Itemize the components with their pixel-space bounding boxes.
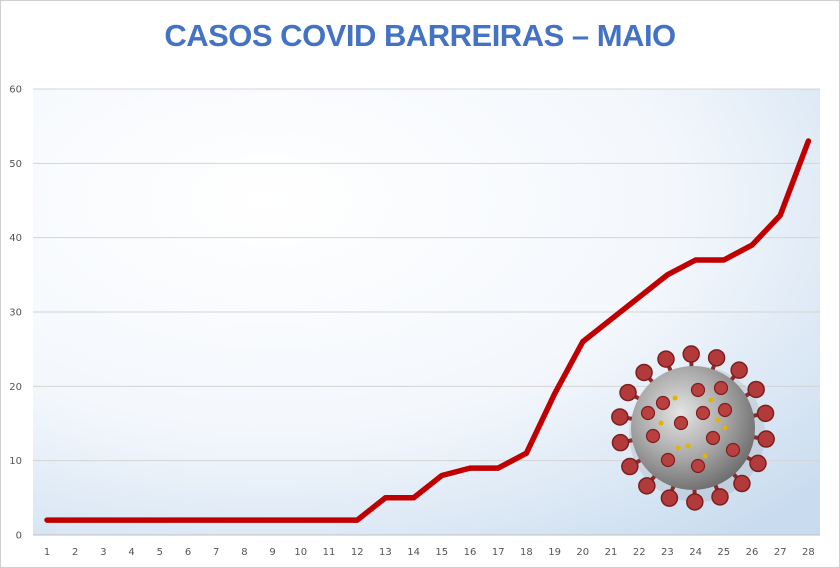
virus-surface-dot	[675, 445, 681, 451]
x-tick-label: 23	[661, 547, 674, 558]
virus-surface-spike	[690, 458, 706, 474]
x-tick-label: 15	[435, 547, 448, 558]
virus-spike-head	[660, 489, 679, 507]
virus-surface-spike	[660, 452, 676, 468]
virus-surface-dot	[702, 453, 708, 459]
virus-spike-head	[621, 457, 639, 476]
virus-spike-head	[707, 349, 726, 367]
y-tick-label: 20	[9, 382, 22, 393]
virus-spike-head	[657, 350, 675, 368]
x-tick-label: 20	[576, 547, 589, 558]
virus-spike-head	[635, 363, 653, 382]
x-tick-label: 3	[100, 547, 106, 558]
virus-surface-dot	[722, 425, 728, 431]
x-tick-label: 10	[294, 547, 307, 558]
virus-spike-head	[733, 474, 751, 493]
x-tick-label: 24	[689, 547, 702, 558]
x-tick-label: 21	[605, 547, 618, 558]
virus-surface-dot	[658, 420, 664, 426]
x-tick-label: 27	[774, 547, 787, 558]
x-tick-label: 17	[492, 547, 505, 558]
y-tick-label: 40	[9, 233, 22, 244]
x-tick-label: 12	[351, 547, 364, 558]
virus-spike-head	[686, 493, 704, 511]
virus-spike-head	[749, 454, 767, 473]
virus-surface-dot	[715, 417, 721, 423]
x-tick-label: 8	[241, 547, 247, 558]
virus-spike-head	[757, 430, 775, 448]
x-tick-label: 14	[407, 547, 420, 558]
virus-surface-spike	[725, 442, 741, 458]
x-tick-label: 28	[802, 547, 815, 558]
x-tick-label: 11	[323, 547, 336, 558]
virus-surface-spike	[713, 380, 729, 396]
virus-spike-head	[611, 433, 630, 452]
x-tick-label: 4	[128, 547, 134, 558]
virus-spike-head	[638, 477, 656, 495]
virus-spike-head	[611, 408, 629, 426]
x-tick-label: 9	[269, 547, 275, 558]
chart-title: CASOS COVID BARREIRAS – MAIO	[164, 18, 676, 53]
virus-surface-spike	[717, 402, 733, 418]
x-tick-label: 13	[379, 547, 392, 558]
x-tick-label: 16	[464, 547, 477, 558]
x-tick-label: 26	[746, 547, 759, 558]
x-tick-label: 7	[213, 547, 219, 558]
y-tick-label: 30	[9, 308, 22, 319]
x-tick-label: 6	[185, 547, 191, 558]
virus-surface-dot	[708, 397, 714, 403]
virus-spike-head	[682, 345, 700, 363]
series-group	[44, 138, 812, 523]
y-tick-label: 60	[9, 85, 22, 96]
virus-surface-spike	[640, 405, 656, 421]
virus-body	[631, 366, 755, 490]
virus-spike-head	[756, 404, 775, 423]
virus-spike-head	[619, 383, 637, 402]
y-tick-label: 0	[16, 531, 22, 542]
virus-surface-spike	[695, 405, 711, 421]
x-tick-label: 18	[520, 547, 533, 558]
virus-surface-spike	[645, 428, 661, 444]
x-tick-label: 19	[548, 547, 561, 558]
virus-spike-head	[711, 488, 729, 506]
x-tick-label: 22	[633, 547, 646, 558]
virus-surface-spike	[705, 430, 721, 446]
virus-surface-dot	[685, 443, 691, 449]
y-axis-ticks: 0 10 20 30 40 50 60	[9, 85, 22, 542]
virus-surface-spike	[655, 395, 671, 411]
virus-surface-spike	[690, 382, 706, 398]
coronavirus-icon	[611, 345, 775, 511]
virus-surface-dot	[672, 395, 678, 401]
virus-spike-head	[730, 361, 748, 379]
y-tick-label: 10	[9, 456, 22, 467]
x-tick-label: 25	[717, 547, 730, 558]
virus-surface-spike	[673, 415, 689, 431]
y-tick-label: 50	[9, 159, 22, 170]
series-line-0	[44, 138, 812, 523]
x-tick-label: 2	[72, 547, 78, 558]
virus-spike-head	[747, 380, 765, 399]
x-tick-label: 5	[157, 547, 163, 558]
x-tick-label: 1	[44, 547, 50, 558]
x-axis-ticks: 1 2 3 4 5 6 7 8 9 10 11 12 13 14 15 16 17 18 19 20 21 22 23 24 2…	[44, 547, 815, 558]
